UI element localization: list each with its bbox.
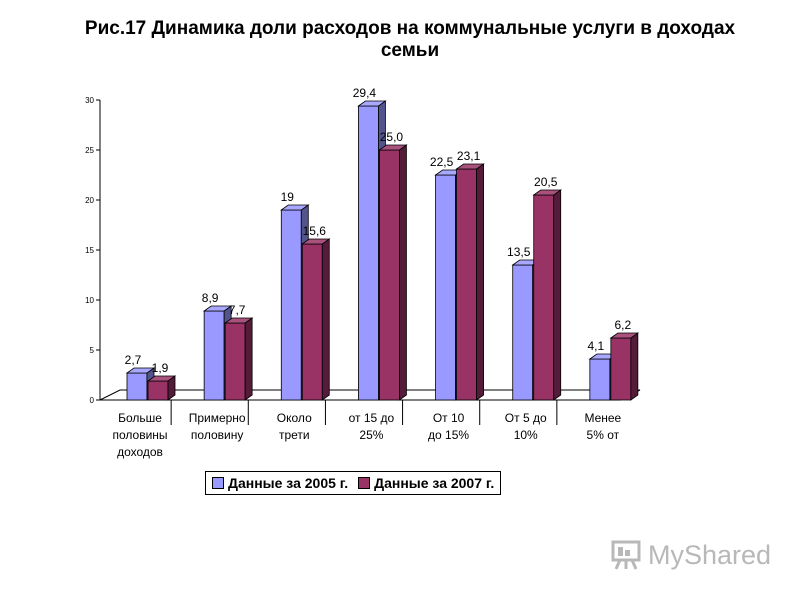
bar-side [630, 332, 639, 401]
watermark-text: MyShared [648, 539, 772, 570]
bar-top [357, 100, 387, 107]
data-label-2005-0: 2,7 [125, 353, 142, 367]
x-category-label: Примерно [189, 411, 246, 425]
bar-2007-4 [455, 163, 485, 401]
bar-side [321, 238, 330, 401]
bar-front [301, 243, 323, 401]
bar-front [147, 380, 169, 401]
bar-front [435, 174, 456, 401]
data-label-2005-3: 29,4 [353, 86, 377, 100]
y-tick-label: 5 [90, 346, 95, 355]
x-category-label: половину [191, 428, 243, 442]
bar-top [280, 204, 310, 211]
x-category-label: от 15 до [349, 411, 395, 425]
x-category-label: Менее [584, 411, 621, 425]
data-label-2007-6: 6,2 [615, 318, 632, 332]
data-label-2007-0: 1,9 [152, 361, 169, 375]
bar-front [126, 372, 148, 401]
bar-2007-1 [223, 317, 254, 401]
x-category-label: до 15% [428, 428, 469, 442]
bar-top [202, 305, 233, 312]
x-category-label: 5% от [587, 428, 620, 442]
x-category-label: 10% [514, 428, 538, 442]
y-tick-label: 10 [85, 296, 94, 305]
x-category-label: доходов [117, 445, 163, 459]
bar-top [609, 332, 640, 339]
bar-side [399, 144, 407, 401]
watermark-logo: MyShared [610, 538, 771, 572]
data-label-2005-6: 4,1 [588, 339, 605, 353]
x-category-label: От 5 до [505, 411, 547, 425]
bar-front [203, 310, 225, 401]
bar-top [146, 375, 177, 382]
bar-side [476, 163, 484, 401]
bar-front [379, 149, 400, 401]
data-label-2007-2: 15,6 [303, 224, 327, 238]
bar-2007-3 [378, 144, 408, 401]
bar-front [358, 105, 379, 401]
data-label-2005-2: 19 [281, 190, 295, 204]
bar-top [455, 163, 485, 170]
bar-front [512, 264, 534, 401]
x-category-label: Больше [118, 411, 162, 425]
chart-title: Рис.17 Динамика доли расходов на коммуна… [84, 18, 736, 61]
legend-label-2007: Данные за 2007 г. [374, 475, 495, 491]
bar-front [610, 337, 632, 401]
bar-front [533, 194, 555, 401]
bar-front [280, 209, 302, 401]
x-category-label: трети [279, 428, 310, 442]
legend-swatch-2005 [212, 477, 224, 489]
bar-front [589, 358, 611, 401]
bar-top [125, 367, 156, 374]
legend-item-2005: Данные за 2005 г. [212, 475, 348, 491]
data-label-2007-5: 20,5 [534, 175, 558, 189]
bar-top [301, 238, 331, 245]
data-label-2005-4: 22,5 [430, 155, 454, 169]
bar-front [456, 168, 477, 401]
x-category-label: 25% [359, 428, 383, 442]
bar-2007-5 [532, 189, 562, 401]
bar-top [223, 317, 254, 324]
data-label-2005-5: 13,5 [507, 245, 531, 259]
y-tick-label: 30 [85, 96, 94, 105]
y-tick-label: 20 [85, 196, 94, 205]
chart-legend: Данные за 2005 г. Данные за 2007 г. [205, 471, 502, 495]
data-label-2005-1: 8,9 [202, 291, 219, 305]
x-category-label: Около [277, 411, 312, 425]
presentation-board-icon [611, 540, 641, 570]
data-label-2007-1: 7,7 [229, 303, 246, 317]
y-tick-label: 0 [90, 396, 95, 405]
legend-swatch-2007 [358, 477, 371, 489]
legend-item-2007: Данные за 2007 г. [358, 475, 494, 491]
y-tick-label: 25 [85, 146, 94, 155]
bar-2007-2 [301, 238, 331, 401]
y-tick-label: 15 [85, 246, 94, 255]
legend-label-2005: Данные за 2005 г. [228, 475, 349, 491]
bar-front [224, 322, 246, 401]
x-category-label: половины [112, 428, 167, 442]
data-label-2007-4: 23,1 [457, 149, 481, 163]
bar-side [244, 317, 253, 401]
bar-top [532, 189, 562, 196]
bar-top [378, 144, 408, 151]
data-label-2007-3: 25,0 [380, 130, 404, 144]
bar-2007-6 [609, 332, 640, 401]
x-category-label: От 10 [433, 411, 465, 425]
bar-side [553, 189, 562, 401]
bar-2007-0 [146, 375, 177, 401]
